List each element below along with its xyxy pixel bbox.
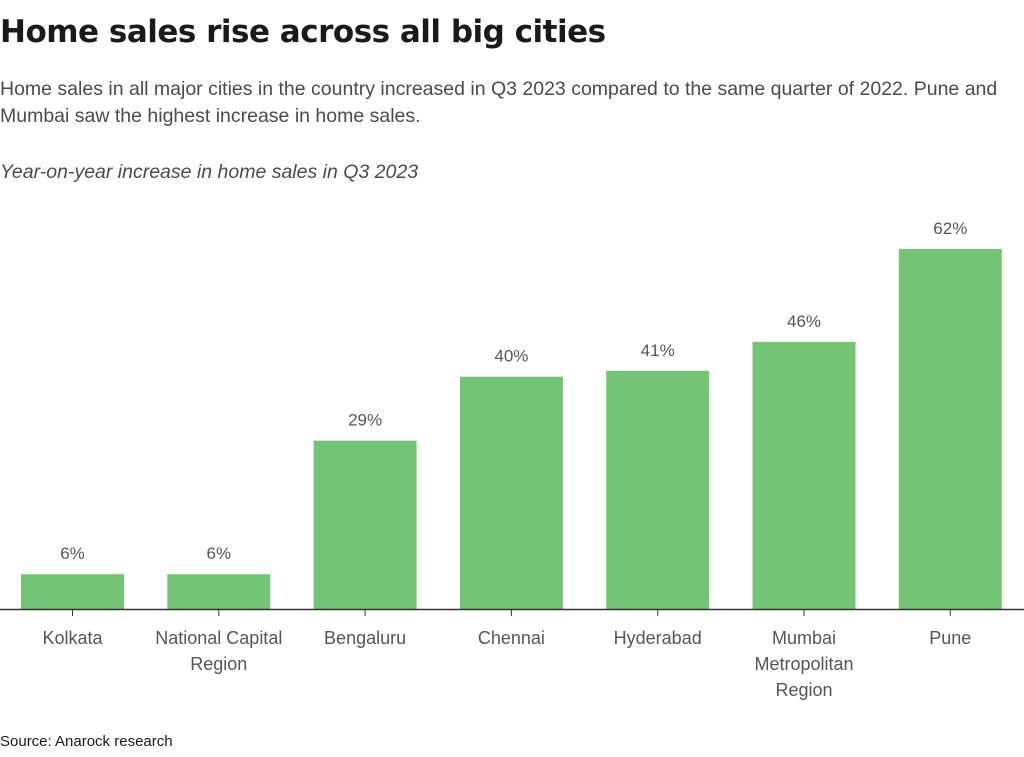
bar-3 xyxy=(459,376,563,609)
bar-1 xyxy=(167,574,271,609)
data-label-1: 6% xyxy=(207,544,232,563)
x-tick-label-4: Hyderabad xyxy=(614,628,702,648)
bar-2 xyxy=(313,440,417,609)
data-label-4: 41% xyxy=(641,341,675,360)
data-label-6: 62% xyxy=(933,219,967,238)
data-label-3: 40% xyxy=(494,347,528,366)
source-note: Source: Anarock research xyxy=(0,733,173,750)
chart-description: Year-on-year increase in home sales in Q… xyxy=(0,161,419,183)
data-label-0: 6% xyxy=(60,544,85,563)
x-tick-label-2: Bengaluru xyxy=(324,628,406,648)
x-tick-label-3: Chennai xyxy=(478,628,545,648)
chart-subtitle: Home sales in all major cities in the co… xyxy=(0,78,998,127)
bar-0 xyxy=(21,574,124,609)
x-tick-label-6: Pune xyxy=(929,628,971,648)
data-label-2: 29% xyxy=(348,411,382,430)
bar-4 xyxy=(606,370,710,609)
bar-5 xyxy=(752,341,856,609)
chart-title: Home sales rise across all big cities xyxy=(0,14,606,50)
x-tick-label-5: Mumbai Metropolitan Region xyxy=(754,628,853,700)
bar-6 xyxy=(898,249,1002,609)
x-tick-label-1: National Capital Region xyxy=(155,628,282,674)
x-tick-label-0: Kolkata xyxy=(42,628,103,648)
data-label-5: 46% xyxy=(787,312,821,331)
